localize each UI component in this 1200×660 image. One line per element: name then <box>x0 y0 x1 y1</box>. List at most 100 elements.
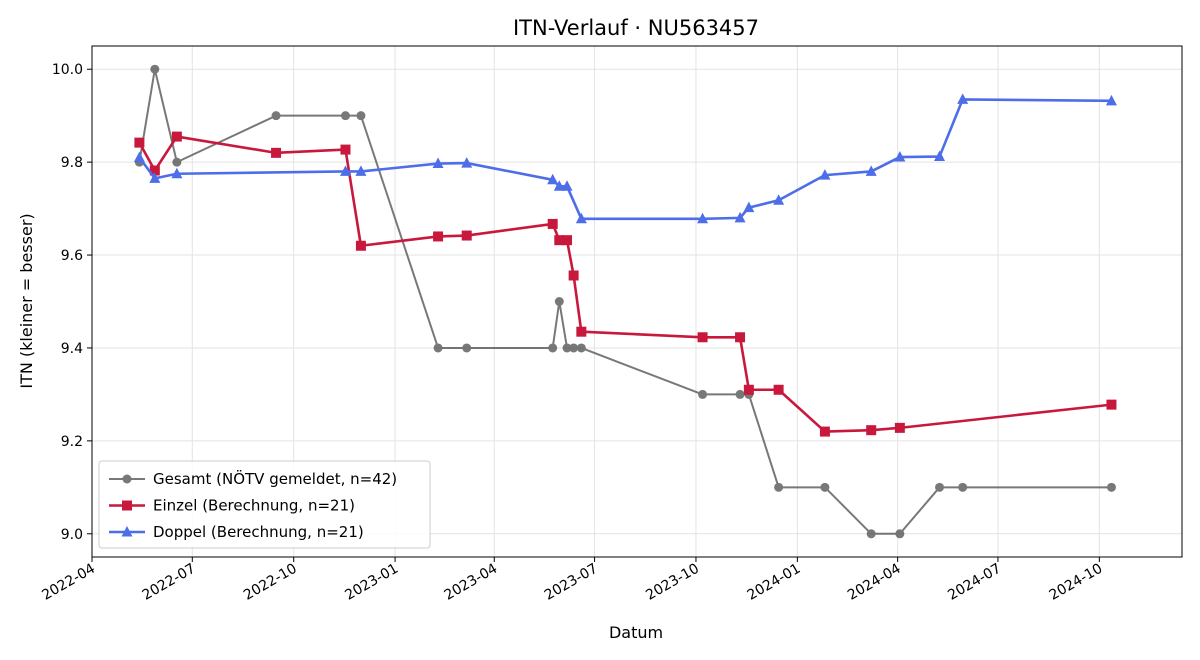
x-tick-label: 2024-01 <box>745 561 804 604</box>
x-tick-label: 2023-10 <box>643 561 702 604</box>
data-point <box>773 384 784 395</box>
data-point <box>554 235 565 246</box>
series-einzel <box>134 131 1117 437</box>
data-point <box>171 167 183 179</box>
data-point <box>433 343 443 353</box>
data-point <box>461 230 472 241</box>
data-point <box>576 343 586 353</box>
data-point <box>895 529 905 539</box>
data-point <box>554 297 564 306</box>
data-point <box>562 343 572 353</box>
y-axis-label: ITN (kleiner = besser) <box>17 213 36 388</box>
data-point <box>569 343 579 353</box>
series-line <box>138 135 1112 433</box>
y-tick-label: 9.8 <box>61 155 83 171</box>
data-point <box>355 165 367 176</box>
data-point <box>340 111 350 121</box>
data-point <box>356 111 366 121</box>
data-point <box>735 389 745 399</box>
x-axis-label: Datum <box>609 623 663 642</box>
data-point <box>865 165 877 176</box>
data-point <box>1106 399 1117 410</box>
data-point <box>743 384 754 395</box>
data-point <box>171 131 182 142</box>
data-point <box>894 422 905 433</box>
series-gesamt <box>134 64 1116 539</box>
data-point <box>1106 482 1116 492</box>
data-point <box>698 389 708 399</box>
legend-label: Gesamt (NÖTV gemeldet, n=42) <box>153 469 397 488</box>
data-point <box>562 235 573 246</box>
data-point <box>697 212 709 224</box>
data-point <box>133 151 145 162</box>
series-line <box>138 98 1112 221</box>
data-point <box>819 169 831 180</box>
data-point <box>433 231 444 242</box>
data-point <box>547 173 559 185</box>
x-tick-label: 2022-04 <box>39 561 98 604</box>
legend-label: Doppel (Berechnung, n=21) <box>153 523 364 541</box>
data-point <box>957 93 969 104</box>
data-point <box>576 326 587 337</box>
legend-entry <box>109 474 145 484</box>
data-point <box>866 529 876 539</box>
x-tick-label: 2022-10 <box>241 561 300 604</box>
x-tick-label: 2023-07 <box>542 561 601 604</box>
data-point <box>340 144 351 155</box>
data-point <box>547 218 558 229</box>
data-point <box>432 157 444 169</box>
legend-marker <box>121 526 133 537</box>
x-tick-label: 2024-10 <box>1047 561 1106 604</box>
data-point <box>575 212 587 224</box>
data-point <box>271 111 281 121</box>
data-point <box>548 343 558 353</box>
data-point <box>271 147 282 158</box>
y-tick-label: 9.0 <box>61 527 83 543</box>
x-tick-label: 2023-04 <box>442 561 501 604</box>
legend-marker <box>122 474 132 484</box>
data-point <box>150 64 160 74</box>
data-point <box>866 425 877 436</box>
y-tick-label: 9.2 <box>61 434 83 450</box>
plot-area-frame <box>91 45 1183 558</box>
chart-title: ITN-Verlauf · NU563457 <box>513 16 759 40</box>
legend: Gesamt (NÖTV gemeldet, n=42) Einzel (Bere… <box>98 460 431 549</box>
data-point <box>355 240 366 251</box>
data-point <box>339 165 351 176</box>
data-point <box>697 332 708 343</box>
data-point <box>743 201 755 213</box>
legend-entry <box>109 500 145 511</box>
x-tick-label: 2023-01 <box>342 561 401 604</box>
y-tick-label: 10.0 <box>52 62 83 78</box>
data-point <box>461 157 473 168</box>
data-point <box>894 151 906 162</box>
data-point <box>774 482 784 492</box>
y-tick-label: 9.6 <box>61 248 83 264</box>
data-point <box>734 211 746 223</box>
legend-label: Einzel (Berechnung, n=21) <box>153 497 355 515</box>
data-point <box>819 426 830 437</box>
data-point <box>134 137 145 148</box>
legend-marker <box>122 500 132 511</box>
data-point <box>462 343 472 353</box>
grid <box>91 46 1182 557</box>
data-point <box>958 482 968 492</box>
data-point <box>172 157 182 167</box>
data-point <box>735 332 746 343</box>
data-point <box>149 165 160 176</box>
y-tick-label: 9.4 <box>61 341 83 357</box>
x-tick-label: 2022-07 <box>140 561 199 604</box>
data-point <box>1105 94 1117 106</box>
data-point <box>820 482 830 492</box>
data-point <box>934 150 946 162</box>
data-point <box>568 270 579 281</box>
legend-entry <box>109 526 145 537</box>
x-tick-label: 2024-07 <box>945 561 1004 604</box>
data-point <box>553 180 565 191</box>
series-layer <box>133 64 1117 539</box>
data-point <box>561 180 573 191</box>
legend-box <box>98 460 431 549</box>
data-point <box>773 194 785 205</box>
series-doppel <box>133 93 1117 224</box>
